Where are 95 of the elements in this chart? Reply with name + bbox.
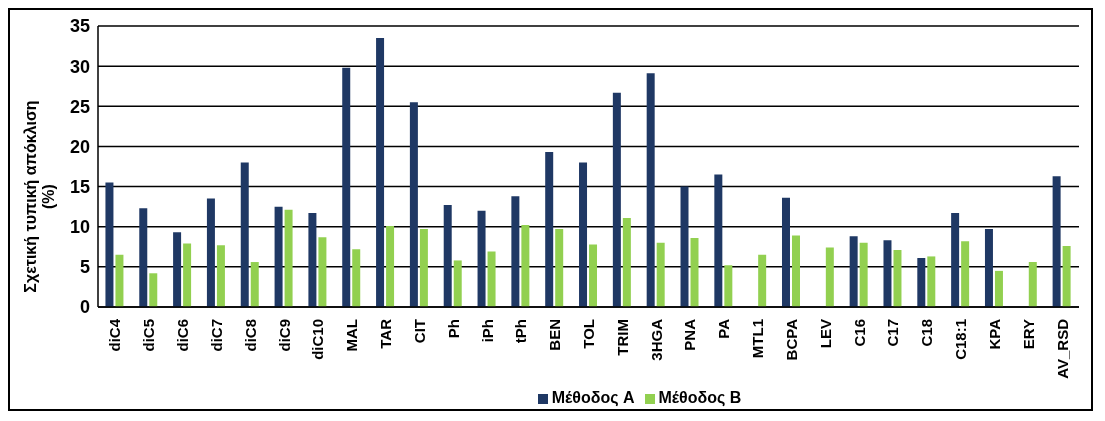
y-tick-label: 35 <box>69 16 90 37</box>
bar <box>216 245 225 307</box>
x-tick-label: MTL1 <box>749 319 767 359</box>
bar <box>386 225 395 307</box>
bar <box>308 213 317 307</box>
bar <box>318 237 327 307</box>
bar <box>545 152 554 307</box>
y-tick-label: 15 <box>69 176 90 197</box>
x-tick-label: diC5 <box>140 319 158 352</box>
bar <box>352 249 361 307</box>
x-tick-label: TOL <box>580 319 597 349</box>
x-tick-label: C18 <box>918 319 936 347</box>
bar <box>859 242 868 307</box>
x-tick-label: ERY <box>1019 319 1037 350</box>
bar <box>105 182 114 307</box>
bar <box>206 198 215 307</box>
x-tick-label: tPh <box>512 319 530 344</box>
bar <box>680 186 689 307</box>
x-tick-label: diC7 <box>207 319 225 352</box>
bar <box>984 229 993 307</box>
x-tick-label: diC9 <box>275 319 293 352</box>
x-tick-label: LEV <box>816 319 834 349</box>
x-tick-label: diC10 <box>309 319 327 360</box>
x-tick-label: iPh <box>478 319 496 343</box>
bar <box>791 235 800 307</box>
bar <box>724 265 733 307</box>
bar <box>139 208 148 307</box>
bar <box>781 197 790 307</box>
bar <box>849 236 858 307</box>
bar <box>690 237 699 307</box>
x-tick-label: BEN <box>546 319 564 351</box>
y-tick-label: 5 <box>79 257 90 278</box>
x-tick-label: BCPA <box>782 318 800 361</box>
bar <box>521 225 530 307</box>
bar <box>342 67 351 307</box>
bar <box>656 242 665 307</box>
bar <box>149 273 158 307</box>
bar <box>994 270 1003 307</box>
x-tick-label: C16 <box>850 319 868 347</box>
bar <box>714 174 723 307</box>
bar <box>893 250 902 307</box>
bar <box>825 247 834 307</box>
bar <box>589 244 598 307</box>
bar <box>951 213 960 307</box>
x-tick-label: diC4 <box>106 318 124 352</box>
x-tick-label: C17 <box>884 319 902 347</box>
x-tick-label: C18:1 <box>952 319 970 360</box>
x-tick-label: diC6 <box>174 319 192 352</box>
bar <box>1052 176 1061 307</box>
bar <box>1062 245 1071 307</box>
y-tick-label: 0 <box>79 297 90 318</box>
bar <box>917 258 926 307</box>
x-tick-label: CIT <box>410 319 428 344</box>
bar <box>927 256 936 307</box>
y-tick-label: 20 <box>69 136 90 157</box>
x-tick-label: KPA <box>985 318 1003 350</box>
bar <box>646 73 655 307</box>
legend-label: Μέθοδος A <box>551 389 635 406</box>
x-tick-label: MAL <box>343 319 361 352</box>
bar <box>579 162 588 307</box>
bar <box>376 38 385 307</box>
bar <box>511 196 520 307</box>
bar <box>240 162 249 307</box>
bar <box>1028 262 1037 307</box>
bar <box>453 260 462 307</box>
bar <box>758 254 767 307</box>
bar <box>612 92 621 307</box>
x-tick-label: diC8 <box>241 319 259 352</box>
bar <box>487 251 496 307</box>
bar <box>284 209 293 307</box>
bar <box>250 262 259 307</box>
bar <box>961 241 970 307</box>
x-tick-label: 3HGA <box>647 318 665 361</box>
y-tick-label: 10 <box>69 217 90 238</box>
x-tick-label: PA <box>715 318 733 339</box>
bar <box>183 243 192 307</box>
legend-label: Μέθοδος B <box>658 389 742 406</box>
bar <box>477 210 486 307</box>
bar <box>274 206 283 307</box>
bar <box>622 217 631 307</box>
bar <box>409 102 418 307</box>
bar <box>115 254 124 307</box>
x-tick-label: TAR <box>377 318 395 349</box>
bar <box>555 229 564 307</box>
bar <box>419 229 428 307</box>
bar <box>443 205 452 307</box>
x-tick-label: AV_RSD <box>1053 318 1071 379</box>
bar <box>173 232 182 307</box>
y-axis-title: Σχετική τυπική απόκλιση (%) <box>22 100 57 293</box>
x-tick-label: Ph <box>444 319 462 339</box>
x-tick-label: PNA <box>681 318 699 351</box>
bar <box>883 240 892 307</box>
x-tick-label: TRIM <box>613 319 631 356</box>
y-tick-label: 30 <box>69 56 90 77</box>
y-tick-label: 25 <box>69 96 90 117</box>
